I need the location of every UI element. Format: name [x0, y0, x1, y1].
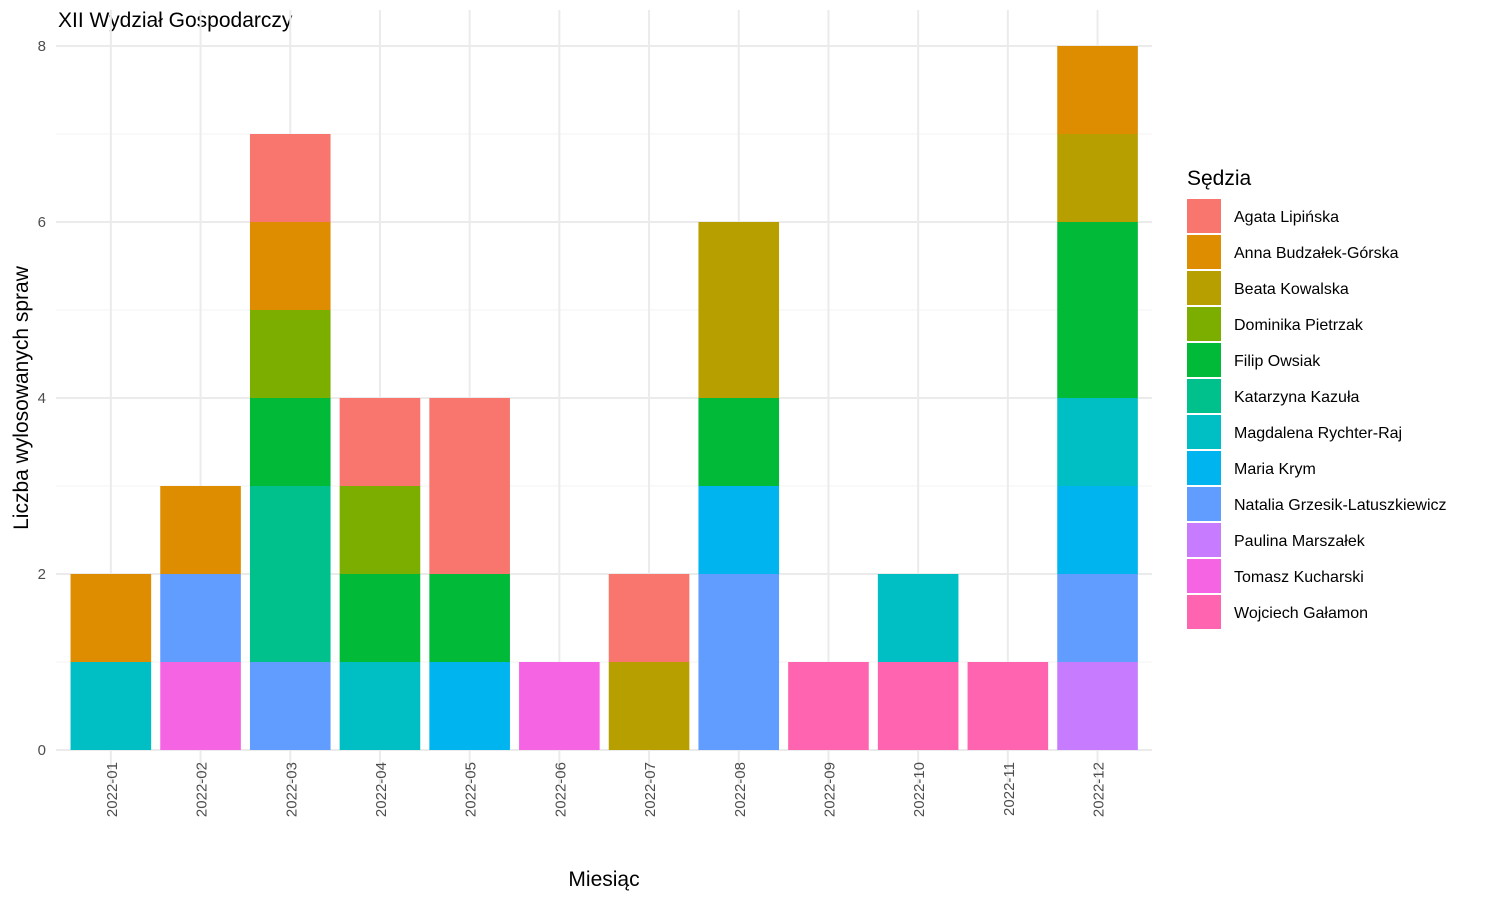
- chart-title: XII Wydział Gospodarczy: [58, 9, 293, 32]
- legend-key: [1187, 235, 1221, 269]
- bar-segment: [698, 398, 780, 486]
- legend-label: Magdalena Rychter-Raj: [1234, 425, 1402, 442]
- x-tick-label: 2022-09: [821, 762, 838, 817]
- bar-segment: [160, 574, 241, 662]
- legend-key: [1187, 199, 1221, 233]
- y-axis-ticks: 0 2 4 6 8: [38, 38, 46, 759]
- legend-label: Paulina Marszałek: [1234, 533, 1366, 550]
- bar-segment: [1057, 662, 1138, 750]
- bar-segment: [249, 486, 331, 662]
- bar-segment: [70, 574, 152, 662]
- bar-segment: [249, 662, 331, 750]
- x-tick-label: 2022-10: [911, 762, 928, 817]
- x-axis-ticks: 2022-01 2022-02 2022-03 2022-04 2022-05 2022-…: [104, 762, 1108, 817]
- legend-key: [1187, 559, 1221, 593]
- bar-segment: [339, 662, 421, 750]
- bar-segment: [429, 662, 510, 750]
- y-tick-label: 0: [38, 742, 46, 759]
- bars: [70, 46, 1138, 750]
- bar-segment: [70, 662, 152, 750]
- bar-segment: [1057, 134, 1138, 222]
- bar-segment: [339, 574, 421, 662]
- bar-segment: [698, 222, 780, 398]
- legend-label: Maria Krym: [1234, 461, 1316, 478]
- bar-segment: [1057, 398, 1138, 486]
- bar-segment: [877, 662, 959, 750]
- legend: Sędzia Agata Lipińska Anna Budzałek-Górsk…: [1187, 167, 1447, 629]
- legend-key: [1187, 307, 1221, 341]
- x-tick-label: 2022-02: [194, 762, 211, 817]
- bar-segment: [249, 310, 331, 398]
- x-tick-label: 2022-03: [283, 762, 300, 817]
- x-tick-label: 2022-08: [732, 762, 749, 817]
- y-tick-label: 2: [38, 566, 46, 583]
- bar-segment: [249, 222, 331, 310]
- bar-segment: [429, 398, 510, 574]
- bar-segment: [698, 486, 780, 574]
- legend-label: Tomasz Kucharski: [1234, 569, 1364, 586]
- legend-label: Dominika Pietrzak: [1234, 317, 1364, 334]
- legend-key: [1187, 415, 1221, 449]
- bar-segment: [608, 574, 690, 662]
- bar-segment: [967, 662, 1049, 750]
- bar-segment: [429, 574, 510, 662]
- legend-key: [1187, 379, 1221, 413]
- x-tick-label: 2022-12: [1091, 762, 1108, 817]
- legend-label: Anna Budzałek-Górska: [1234, 245, 1399, 262]
- bar-segment: [1057, 574, 1138, 662]
- legend-label: Wojciech Gałamon: [1234, 605, 1368, 622]
- legend-key: [1187, 451, 1221, 485]
- bar-segment: [339, 486, 421, 574]
- y-tick-label: 8: [38, 38, 46, 55]
- legend-key: [1187, 271, 1221, 305]
- bar-segment: [608, 662, 690, 750]
- legend-label: Filip Owsiak: [1234, 353, 1321, 370]
- legend-title: Sędzia: [1187, 167, 1252, 190]
- bar-segment: [249, 398, 331, 486]
- x-tick-label: 2022-05: [463, 762, 480, 817]
- y-axis-title: Liczba wylosowanych spraw: [10, 265, 33, 530]
- y-tick-label: 4: [38, 390, 46, 407]
- bar-segment: [877, 574, 959, 662]
- bar-segment: [1057, 46, 1138, 134]
- legend-label: Beata Kowalska: [1234, 281, 1349, 298]
- legend-key: [1187, 343, 1221, 377]
- legend-key: [1187, 523, 1221, 557]
- legend-label: Katarzyna Kazuła: [1234, 389, 1360, 406]
- bar-segment: [519, 662, 600, 750]
- bar-segment: [1057, 222, 1138, 398]
- legend-label: Natalia Grzesik-Latuszkiewicz: [1234, 497, 1447, 514]
- bar-segment: [788, 662, 869, 750]
- bar-segment: [1057, 486, 1138, 574]
- legend-label: Agata Lipińska: [1234, 209, 1339, 226]
- x-tick-label: 2022-11: [1001, 762, 1018, 816]
- x-tick-label: 2022-04: [373, 762, 390, 817]
- legend-key: [1187, 487, 1221, 521]
- bar-segment: [339, 398, 421, 486]
- bar-segment: [249, 134, 331, 222]
- x-axis-title: Miesiąc: [568, 868, 639, 891]
- x-tick-label: 2022-07: [642, 762, 659, 817]
- legend-key: [1187, 595, 1221, 629]
- bar-segment: [160, 486, 241, 574]
- x-tick-label: 2022-06: [552, 762, 569, 817]
- x-tick-label: 2022-01: [104, 762, 121, 817]
- bar-segment: [160, 662, 241, 750]
- y-tick-label: 6: [38, 214, 46, 231]
- bar-segment: [698, 574, 780, 750]
